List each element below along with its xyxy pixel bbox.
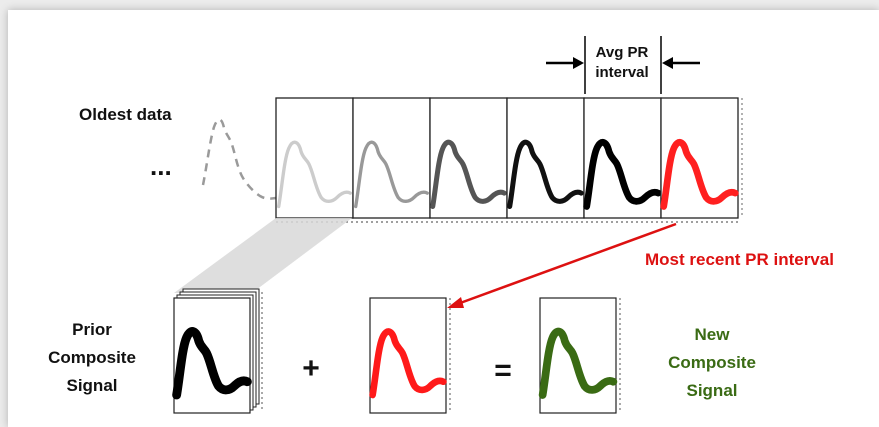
new-label-line2: Composite — [668, 353, 756, 372]
oldest-data-label: Oldest data — [79, 105, 172, 124]
history-frame — [275, 97, 354, 219]
plus-sign: + — [302, 352, 320, 385]
new-label-line3: Signal — [686, 381, 737, 400]
most-recent-label: Most recent PR interval — [645, 250, 834, 269]
avg-pr-label-line2: interval — [595, 64, 648, 81]
ellipsis: ... — [150, 151, 172, 181]
history-frame — [506, 97, 585, 219]
most-recent-arrow — [451, 222, 677, 308]
equals-sign: = — [494, 354, 512, 387]
history-frame — [429, 97, 508, 219]
history-frame — [584, 97, 661, 219]
prior-composite-stack — [174, 288, 263, 414]
left-arrowhead — [573, 57, 584, 69]
avg-pr-label-line1: Avg PR — [596, 44, 649, 61]
new-composite-frame — [540, 297, 621, 414]
prior-label-line1: Prior — [72, 320, 112, 339]
dashed-pulse — [201, 118, 277, 200]
current-beat-frame — [370, 297, 451, 414]
history-frame — [661, 97, 738, 219]
prior-label-line2: Composite — [48, 348, 136, 367]
history-frames — [275, 97, 743, 223]
history-frame — [352, 97, 431, 219]
new-label-line1: New — [695, 325, 731, 344]
avg-pr-interval-marker: Avg PR interval — [546, 36, 700, 94]
zoom-wedge — [174, 218, 352, 293]
most-recent-arrowhead — [447, 297, 464, 308]
right-arrowhead — [662, 57, 673, 69]
prior-label-line3: Signal — [66, 376, 117, 395]
